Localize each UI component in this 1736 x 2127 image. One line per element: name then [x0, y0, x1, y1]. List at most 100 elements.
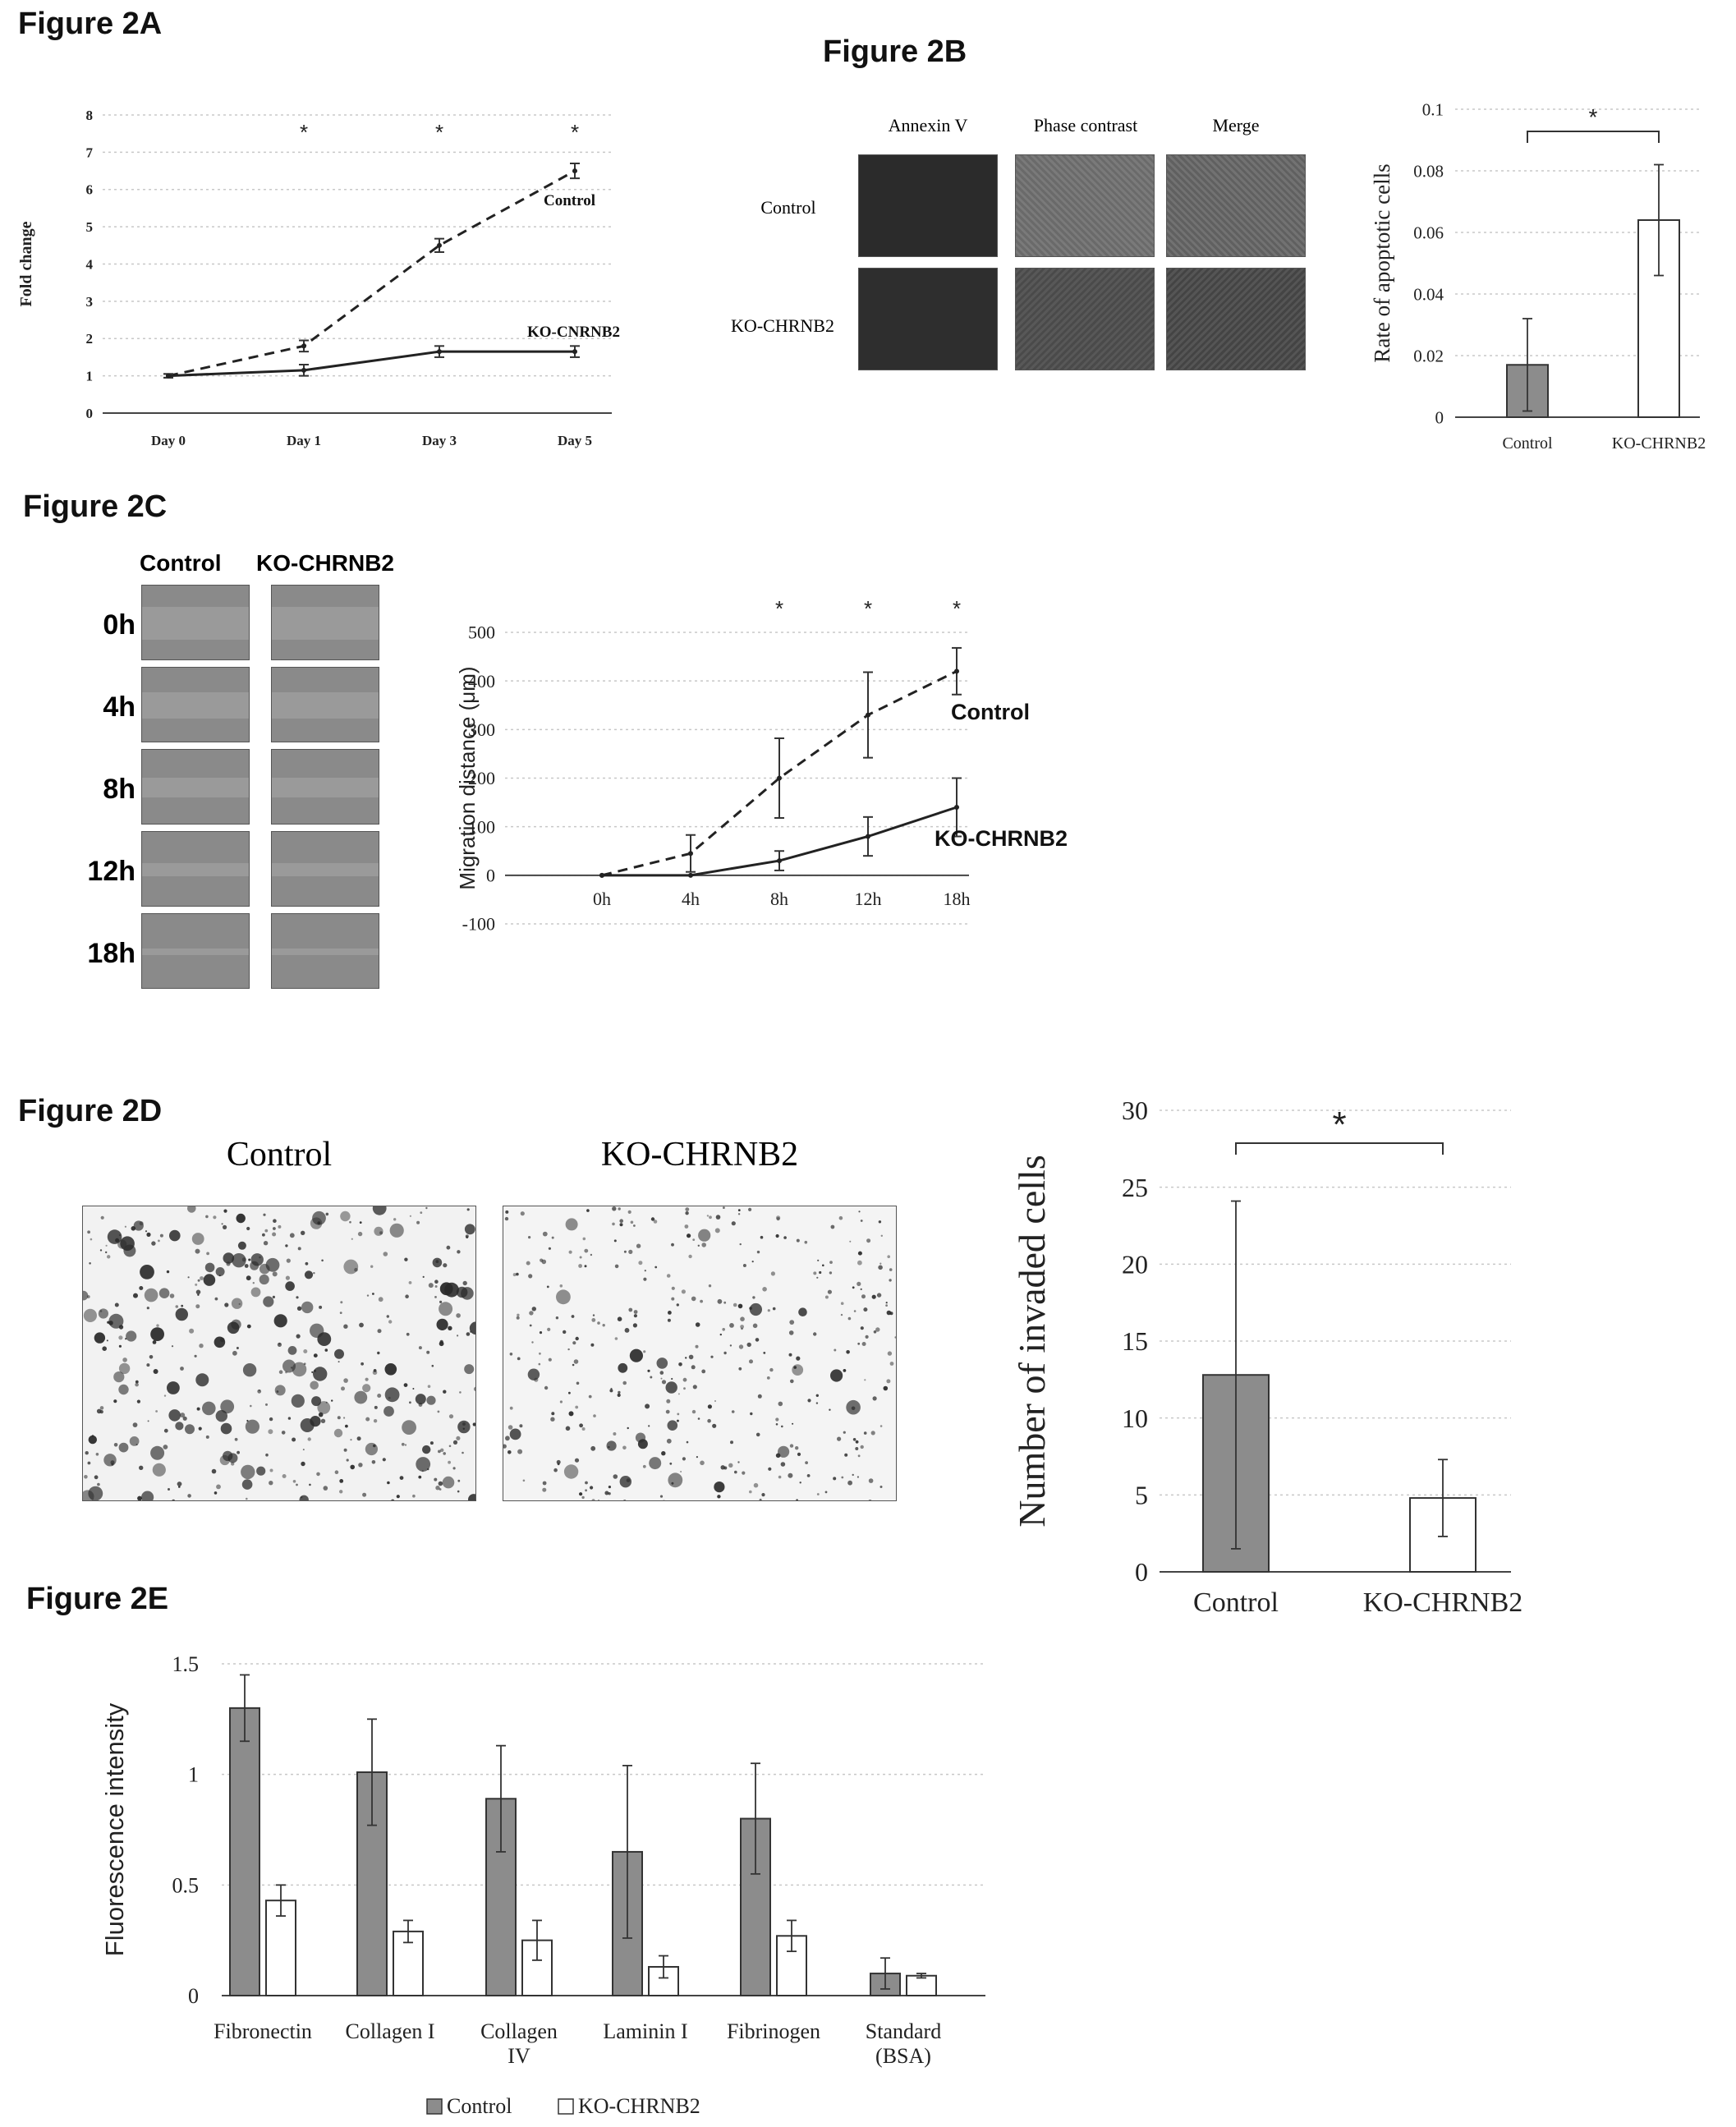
- invaded-cell-dot: [310, 1380, 319, 1390]
- invaded-cell-dot: [215, 1267, 225, 1276]
- fig2a-significance-star: *: [435, 120, 443, 145]
- invaded-cell-dot: [546, 1285, 549, 1289]
- invaded-cell-dot: [590, 1486, 594, 1490]
- fig2c-ytick: 100: [468, 816, 495, 837]
- invaded-cell-dot: [221, 1223, 223, 1225]
- invaded-cell-dot: [339, 1479, 344, 1483]
- invaded-cell-dot: [287, 1346, 297, 1355]
- invaded-cell-dot: [701, 1369, 706, 1374]
- invaded-cell-dot: [509, 1428, 521, 1440]
- invaded-cell-dot: [236, 1347, 239, 1349]
- invaded-cell-dot: [720, 1465, 725, 1470]
- invaded-cell-dot: [133, 1220, 144, 1231]
- fig2c-xtick: 18h: [944, 889, 971, 909]
- invaded-cell-dot: [588, 1394, 592, 1399]
- fig2a-xtick: Day 5: [558, 433, 592, 448]
- invaded-cell-dot: [653, 1220, 658, 1224]
- invaded-cell-dot: [887, 1351, 893, 1356]
- fig2d-ytick: 15: [1122, 1326, 1148, 1356]
- invaded-cell-dot: [556, 1289, 571, 1305]
- invaded-cell-dot: [137, 1495, 142, 1500]
- invaded-cell-dot: [614, 1264, 619, 1269]
- fig2a-data-point: [572, 349, 577, 355]
- invaded-cell-dot: [795, 1446, 799, 1450]
- fig2a-series-line: [168, 169, 576, 378]
- invaded-cell-dot: [457, 1479, 461, 1482]
- invaded-cell-dot: [343, 1378, 348, 1383]
- invaded-cell-dot: [591, 1318, 596, 1322]
- invaded-cell-dot: [99, 1410, 103, 1414]
- invaded-cell-dot: [416, 1220, 420, 1224]
- invaded-cell-dot: [97, 1482, 100, 1486]
- invaded-cell-dot: [448, 1414, 454, 1419]
- invaded-cell-dot: [844, 1453, 848, 1457]
- invaded-cell-dot: [83, 1290, 89, 1301]
- invaded-cell-dot: [99, 1310, 103, 1312]
- invaded-cell-dot: [568, 1250, 572, 1254]
- invaded-cell-dot: [879, 1425, 883, 1427]
- fig2a-ytick: 3: [86, 294, 94, 310]
- invaded-cell-dot: [448, 1445, 452, 1448]
- invaded-cell-dot: [422, 1445, 431, 1454]
- invaded-cell-dot: [118, 1442, 129, 1453]
- invaded-cell-dot: [769, 1367, 774, 1372]
- invaded-cell-dot: [343, 1324, 348, 1329]
- invaded-cell-dot: [146, 1363, 150, 1367]
- invaded-cell-dot: [273, 1227, 276, 1230]
- invaded-cell-dot: [551, 1236, 554, 1239]
- invaded-cell-dot: [263, 1296, 274, 1307]
- invaded-cell-dot: [505, 1436, 510, 1441]
- invaded-cell-dot: [113, 1371, 125, 1383]
- invaded-cell-dot: [278, 1343, 281, 1345]
- invaded-cell-dot: [139, 1465, 144, 1470]
- invaded-cell-dot: [99, 1406, 104, 1410]
- invaded-cell-dot: [687, 1233, 691, 1238]
- invaded-cell-dot: [503, 1444, 507, 1449]
- invaded-cell-dot: [889, 1362, 894, 1366]
- fig2b-ytick: 0.02: [1413, 346, 1444, 365]
- invaded-cell-dot: [259, 1256, 261, 1259]
- invaded-cell-dot: [259, 1263, 270, 1275]
- invaded-cell-dot: [145, 1230, 148, 1233]
- invaded-cell-dot: [759, 1498, 762, 1500]
- invaded-cell-dot: [351, 1238, 353, 1240]
- invaded-cell-dot: [399, 1476, 404, 1480]
- invaded-cell-dot: [756, 1250, 760, 1254]
- invaded-cell-dot: [753, 1482, 759, 1488]
- invaded-cell-dot: [466, 1332, 471, 1336]
- invaded-cell-dot: [700, 1460, 705, 1466]
- invaded-cell-dot: [296, 1306, 302, 1311]
- invaded-cell-dot: [879, 1262, 882, 1265]
- invaded-cell-dot: [843, 1369, 847, 1372]
- invaded-cell-dot: [466, 1208, 470, 1211]
- invaded-cell-dot: [163, 1394, 167, 1397]
- invaded-cell-dot: [590, 1445, 596, 1451]
- invaded-cell-dot: [597, 1321, 600, 1325]
- fig2b-ytick: 0.1: [1422, 99, 1444, 119]
- fig2b-ytick: 0.08: [1413, 161, 1444, 181]
- invaded-cell-dot: [815, 1402, 819, 1404]
- invaded-cell-dot: [775, 1417, 779, 1422]
- invaded-cell-dot: [531, 1341, 534, 1344]
- invaded-cell-dot: [517, 1449, 523, 1454]
- invaded-cell-dot: [263, 1241, 269, 1246]
- fig2b-image-ko-annexin: [858, 268, 998, 370]
- invaded-cell-dot: [340, 1301, 343, 1304]
- invaded-cell-dot: [797, 1452, 801, 1456]
- invaded-cell-dot: [548, 1358, 552, 1362]
- invaded-cell-dot: [373, 1419, 378, 1423]
- fig2c-image-control: [141, 913, 250, 989]
- invaded-cell-dot: [195, 1283, 198, 1286]
- invaded-cell-dot: [685, 1357, 687, 1359]
- invaded-cell-dot: [113, 1443, 118, 1447]
- invaded-cell-dot: [99, 1249, 103, 1252]
- invaded-cell-dot: [629, 1348, 643, 1362]
- fig2b-image-control-annexin: [858, 154, 998, 257]
- invaded-cell-dot: [852, 1286, 855, 1289]
- invaded-cell-dot: [778, 1475, 782, 1479]
- invaded-cell-dot: [815, 1394, 819, 1397]
- invaded-cell-dot: [404, 1444, 407, 1446]
- invaded-cell-dot: [668, 1311, 672, 1315]
- invaded-cell-dot: [741, 1327, 743, 1330]
- invaded-cell-dot: [547, 1327, 551, 1331]
